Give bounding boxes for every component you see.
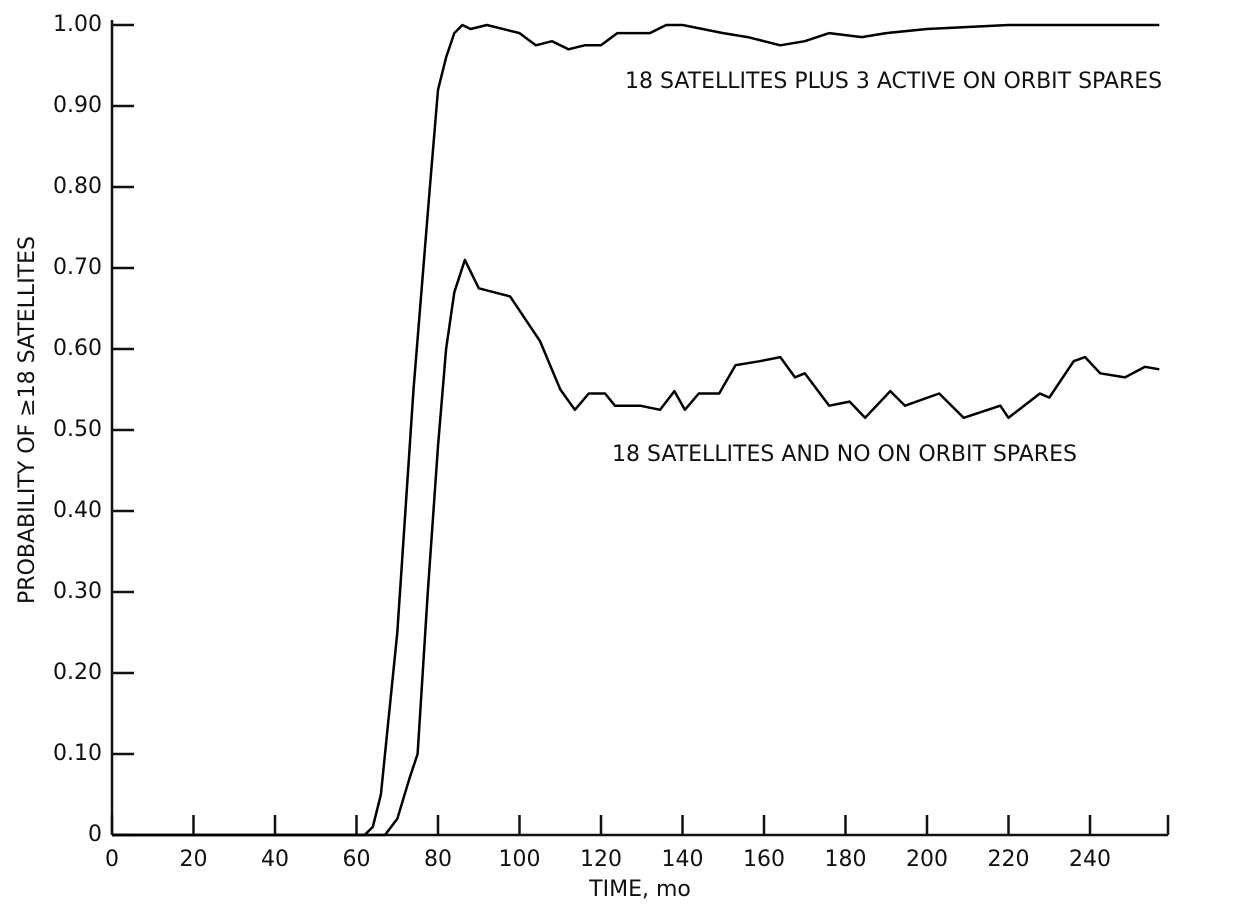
y-tick-label: 0.60 bbox=[53, 336, 102, 361]
x-tick-label: 180 bbox=[825, 847, 867, 872]
y-tick-label: 0.70 bbox=[53, 255, 102, 280]
x-tick-label: 140 bbox=[662, 847, 704, 872]
x-tick-label: 80 bbox=[424, 847, 452, 872]
x-tick-label: 200 bbox=[906, 847, 948, 872]
y-tick-label: 0.30 bbox=[53, 579, 102, 604]
x-tick-label: 40 bbox=[261, 847, 289, 872]
series-label: 18 SATELLITES PLUS 3 ACTIVE ON ORBIT SPA… bbox=[625, 69, 1162, 94]
x-tick-label: 60 bbox=[343, 847, 371, 872]
y-tick-label: 0.50 bbox=[53, 417, 102, 442]
x-tick-label: 160 bbox=[743, 847, 785, 872]
series-line bbox=[112, 23, 1160, 837]
y-tick-label: 0 bbox=[88, 822, 102, 847]
x-tick-label: 240 bbox=[1069, 847, 1111, 872]
y-tick-label: 0.40 bbox=[53, 498, 102, 523]
y-tick-label: 1.00 bbox=[53, 12, 102, 37]
y-tick-label: 0.10 bbox=[53, 741, 102, 766]
x-tick-label: 100 bbox=[499, 847, 541, 872]
y-axis-label: PROBABILITY OF ≥18 SATELLITES bbox=[15, 236, 40, 604]
y-tick-label: 0.80 bbox=[53, 174, 102, 199]
series-line bbox=[112, 258, 1160, 837]
x-tick-label: 220 bbox=[988, 847, 1030, 872]
y-tick-label: 0.20 bbox=[53, 660, 102, 685]
x-tick-label: 120 bbox=[580, 847, 622, 872]
x-tick-label: 20 bbox=[180, 847, 208, 872]
series-label: 18 SATELLITES AND NO ON ORBIT SPARES bbox=[612, 442, 1077, 467]
x-axis-label: TIME, mo bbox=[588, 877, 691, 902]
x-tick-label: 0 bbox=[105, 847, 119, 872]
y-tick-label: 0.90 bbox=[53, 93, 102, 118]
